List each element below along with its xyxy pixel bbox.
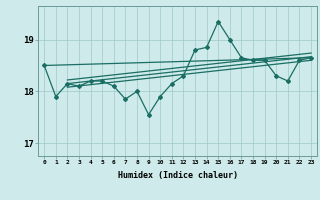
X-axis label: Humidex (Indice chaleur): Humidex (Indice chaleur) [118, 171, 238, 180]
